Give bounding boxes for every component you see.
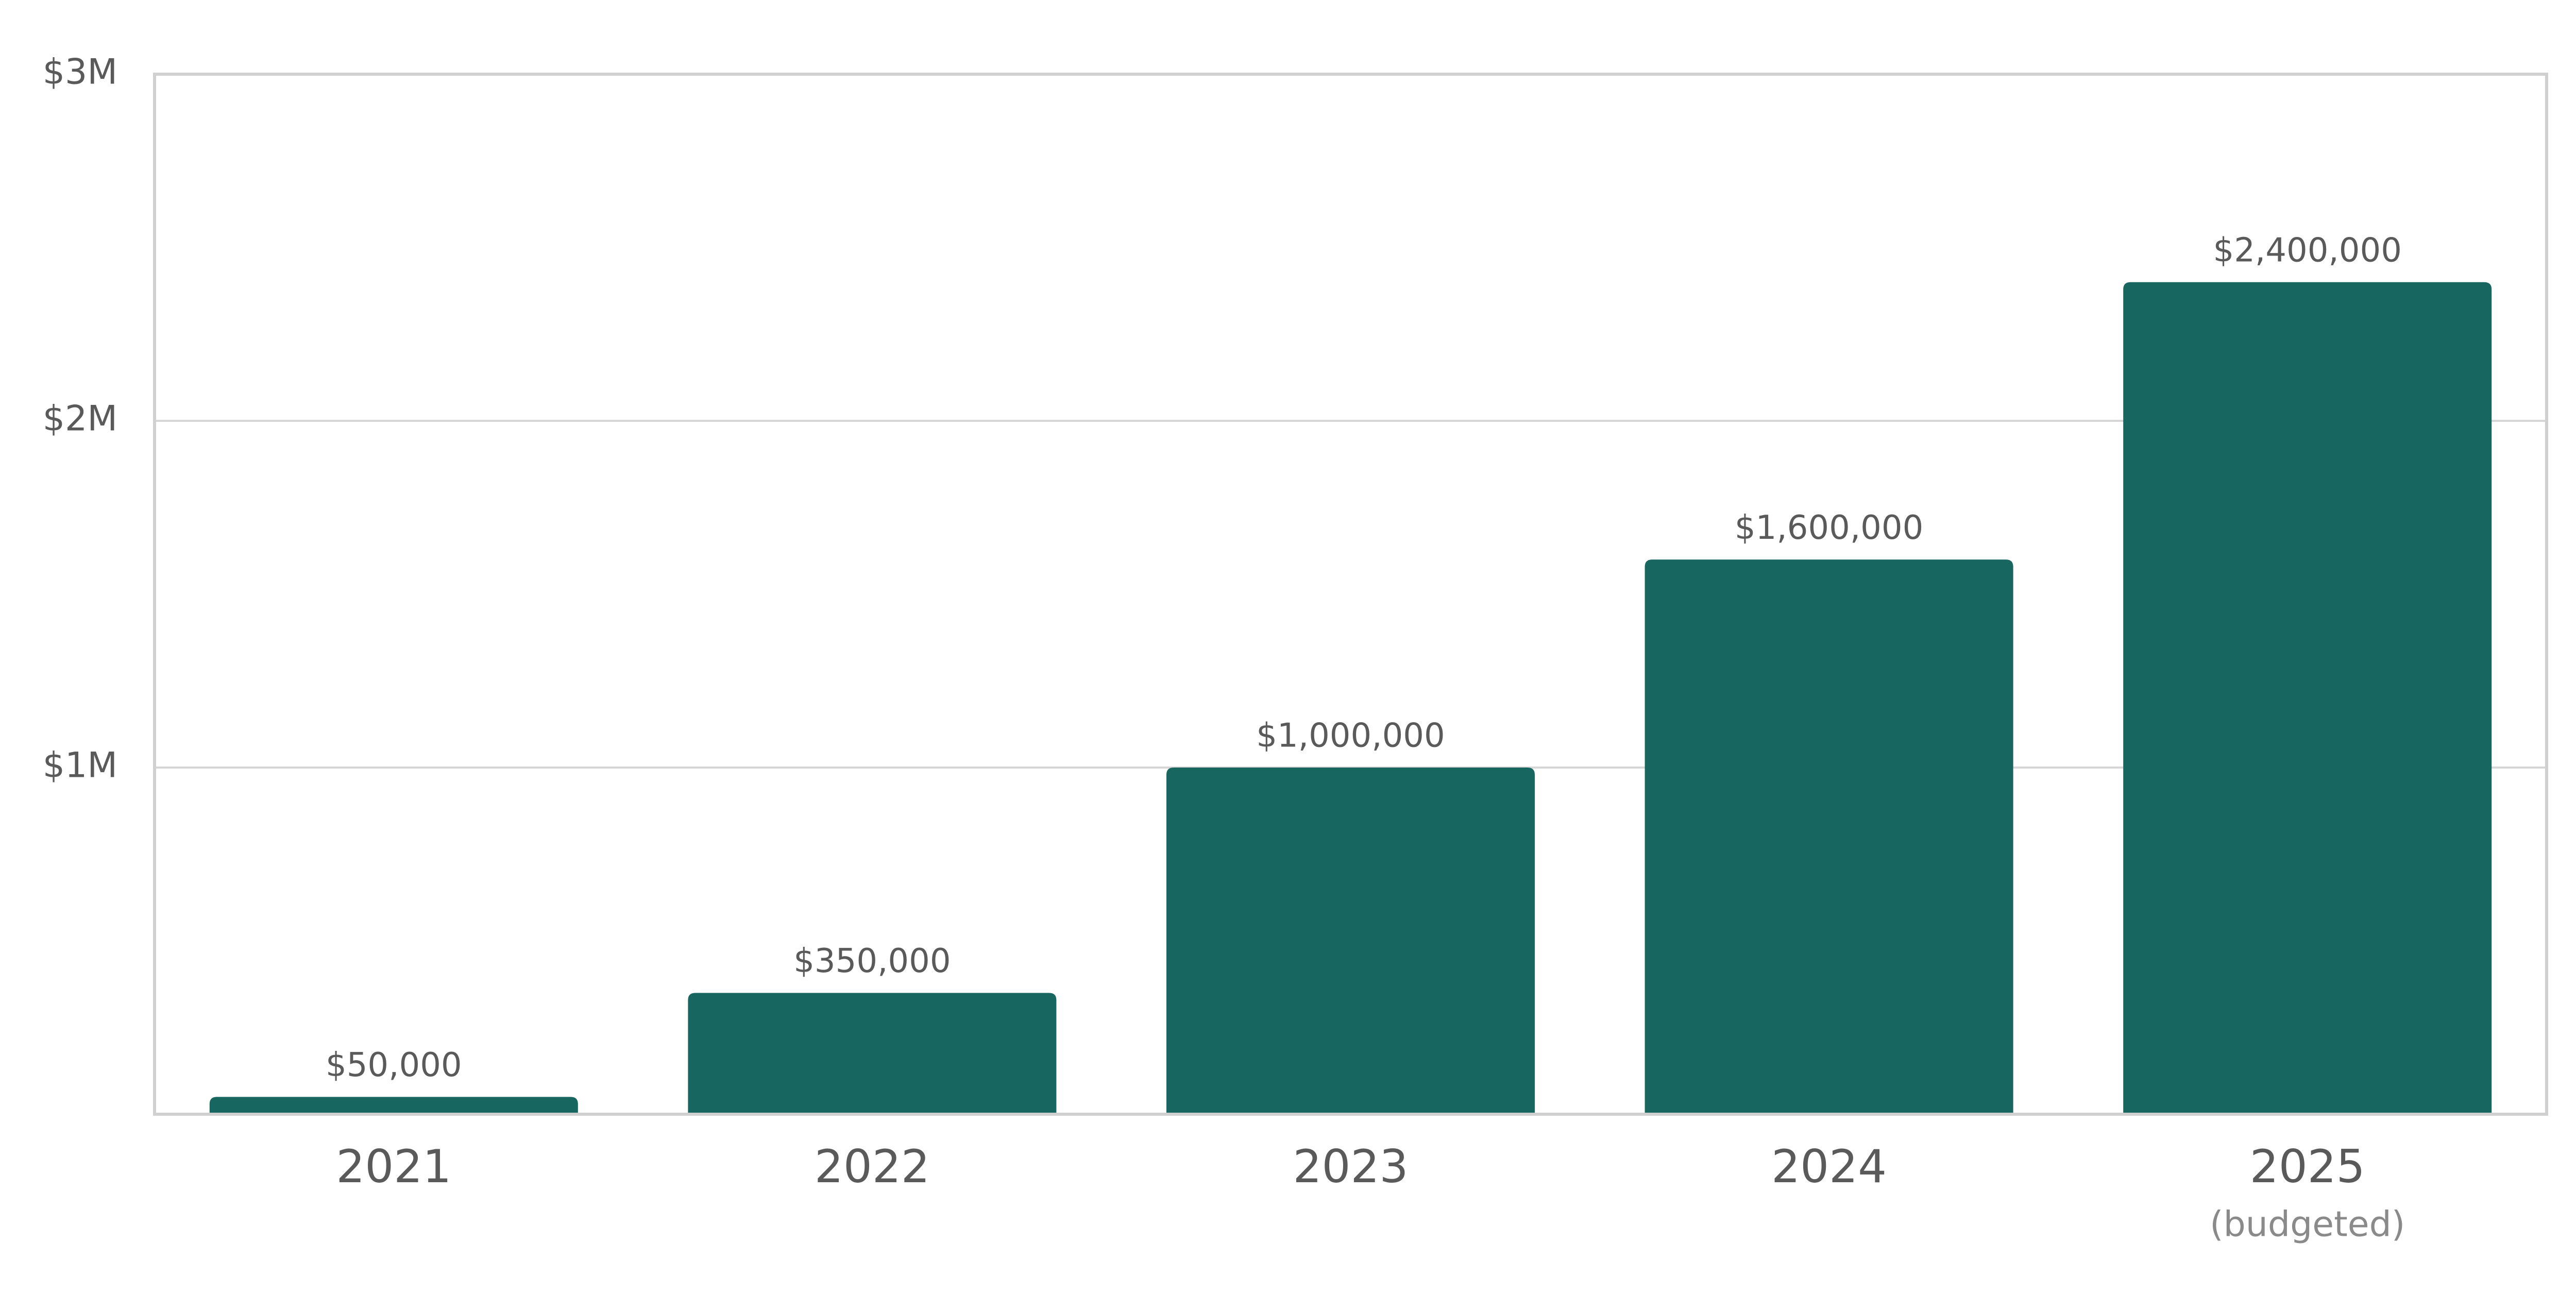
- x-tick-label: 2025: [2250, 1140, 2365, 1193]
- value-label: $1,000,000: [1256, 717, 1445, 755]
- value-label: $2,400,000: [2213, 231, 2401, 269]
- bar: [1166, 768, 1535, 1114]
- bar: [209, 1097, 578, 1114]
- value-label: $50,000: [326, 1046, 462, 1084]
- x-tick-label: 2022: [815, 1140, 930, 1193]
- bar: [1645, 559, 2013, 1114]
- x-tick-label: 2021: [336, 1140, 451, 1193]
- bar: [2123, 282, 2492, 1114]
- y-tick-label: $1M: [43, 745, 117, 786]
- x-tick-label: 2023: [1293, 1140, 1409, 1193]
- category-note: (budgeted): [2210, 1204, 2405, 1245]
- value-label: $350,000: [793, 942, 951, 980]
- x-tick-label: 2024: [1771, 1140, 1887, 1193]
- bar: [688, 993, 1057, 1114]
- value-label: $1,600,000: [1735, 509, 1923, 547]
- y-tick-label: $2M: [43, 399, 117, 439]
- plot-frame: [153, 73, 2548, 1116]
- y-tick-label: $3M: [43, 52, 117, 93]
